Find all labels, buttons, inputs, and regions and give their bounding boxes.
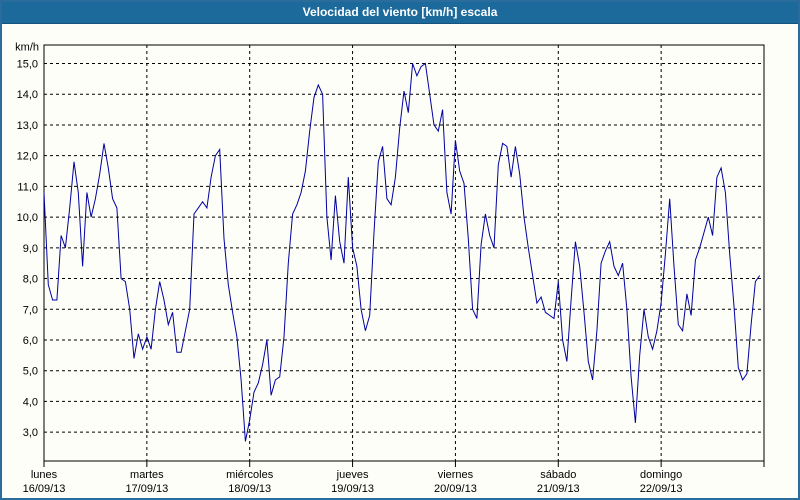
x-axis-date-label: 17/09/13 [125,483,168,495]
x-axis-date-label: 16/09/13 [23,483,66,495]
y-tick-label: 5,0 [23,366,38,378]
y-tick-label: 14,0 [17,89,38,101]
chart-title: Velocidad del viento [km/h] escala [302,5,498,19]
x-axis-day-label: lunes [31,469,58,481]
y-tick-label: 3,0 [23,427,38,439]
y-tick-label: 9,0 [23,243,38,255]
y-tick-label: 7,0 [23,304,38,316]
y-tick-label: 4,0 [23,396,38,408]
x-axis-date-label: 22/09/13 [640,483,683,495]
y-axis-unit-label: km/h [15,42,39,54]
title-bar: Velocidad del viento [km/h] escala [2,2,798,24]
x-axis-day-label: domingo [640,469,682,481]
x-axis-date-label: 21/09/13 [537,483,580,495]
wind-speed-line [43,62,761,442]
y-tick-label: 6,0 [23,335,38,347]
x-axis-day-label: sábado [540,469,576,481]
x-axis-day-label: viernes [438,469,474,481]
y-tick-label: 8,0 [23,274,38,286]
x-axis-day-label: martes [130,469,164,481]
y-tick-label: 10,0 [17,212,38,224]
y-tick-label: 11,0 [17,181,38,193]
x-axis-day-label: miércoles [226,469,274,481]
x-axis-day-label: jueves [336,469,369,481]
y-tick-label: 15,0 [17,59,38,71]
y-tick-label: 13,0 [17,120,38,132]
x-axis-date-label: 20/09/13 [434,483,477,495]
plot-border [43,44,765,462]
y-tick-label: 12,0 [17,151,38,163]
x-axis-date-label: 19/09/13 [331,483,374,495]
x-axis-date-label: 18/09/13 [228,483,271,495]
